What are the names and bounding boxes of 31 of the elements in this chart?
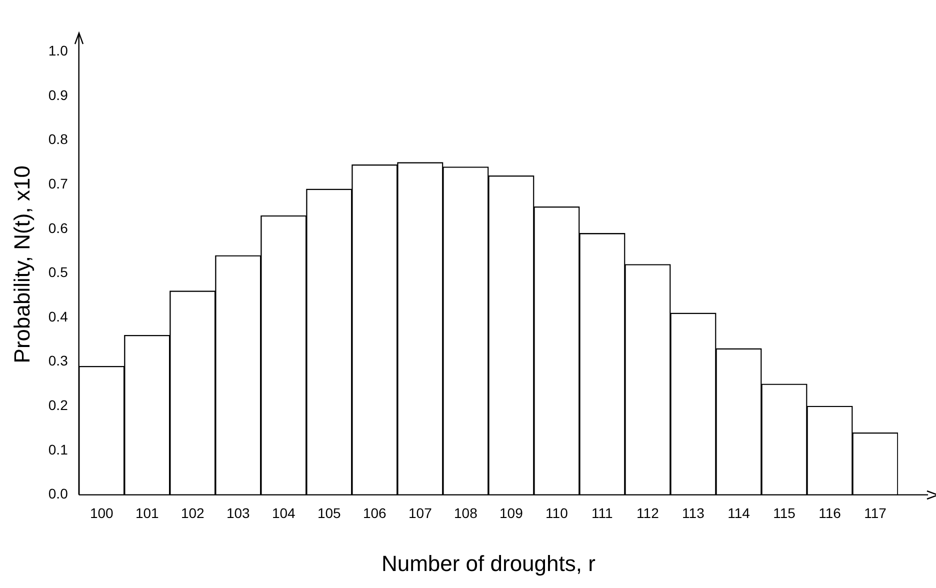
y-tick-label: 0.7 xyxy=(48,176,68,192)
x-axis-title: Number of droughts, r xyxy=(381,550,596,576)
x-tick-label: 111 xyxy=(592,505,614,522)
x-tick-label: 112 xyxy=(636,505,660,522)
x-tick-label: 113 xyxy=(682,505,705,522)
x-tick-label: 100 xyxy=(90,505,114,522)
y-tick-label: 0.8 xyxy=(48,131,68,148)
y-tick-label: 1.0 xyxy=(48,42,68,59)
x-tick-label: 107 xyxy=(408,505,432,522)
x-tick-label: 102 xyxy=(180,505,205,522)
x-tick-label: 114 xyxy=(728,505,750,522)
x-tick-label: 110 xyxy=(546,505,568,522)
y-tick-label: 0.0 xyxy=(48,486,68,502)
x-tick-label: 108 xyxy=(454,505,478,522)
x-tick-label: 116 xyxy=(818,505,842,522)
x-tick-label: 109 xyxy=(500,505,524,522)
y-tick-label: 0.1 xyxy=(48,441,68,458)
y-tick-label: 0.5 xyxy=(48,264,68,280)
y-axis-title: Probability, N(t), x10 xyxy=(9,166,34,364)
y-tick-label: 0.4 xyxy=(48,308,68,324)
y-tick-label: 0.2 xyxy=(48,397,68,414)
x-tick-label: 106 xyxy=(362,505,387,522)
x-tick-label: 103 xyxy=(226,505,250,522)
x-tick-label: 101 xyxy=(135,505,160,522)
x-tick-label: 105 xyxy=(317,505,342,522)
y-tick-label: 0.3 xyxy=(48,352,68,369)
x-tick-label: 117 xyxy=(864,505,887,522)
x-tick-label: 115 xyxy=(773,505,796,522)
y-tick-label: 0.6 xyxy=(48,220,68,236)
x-tick-label: 104 xyxy=(272,505,296,522)
y-tick-label: 0.9 xyxy=(48,86,68,103)
